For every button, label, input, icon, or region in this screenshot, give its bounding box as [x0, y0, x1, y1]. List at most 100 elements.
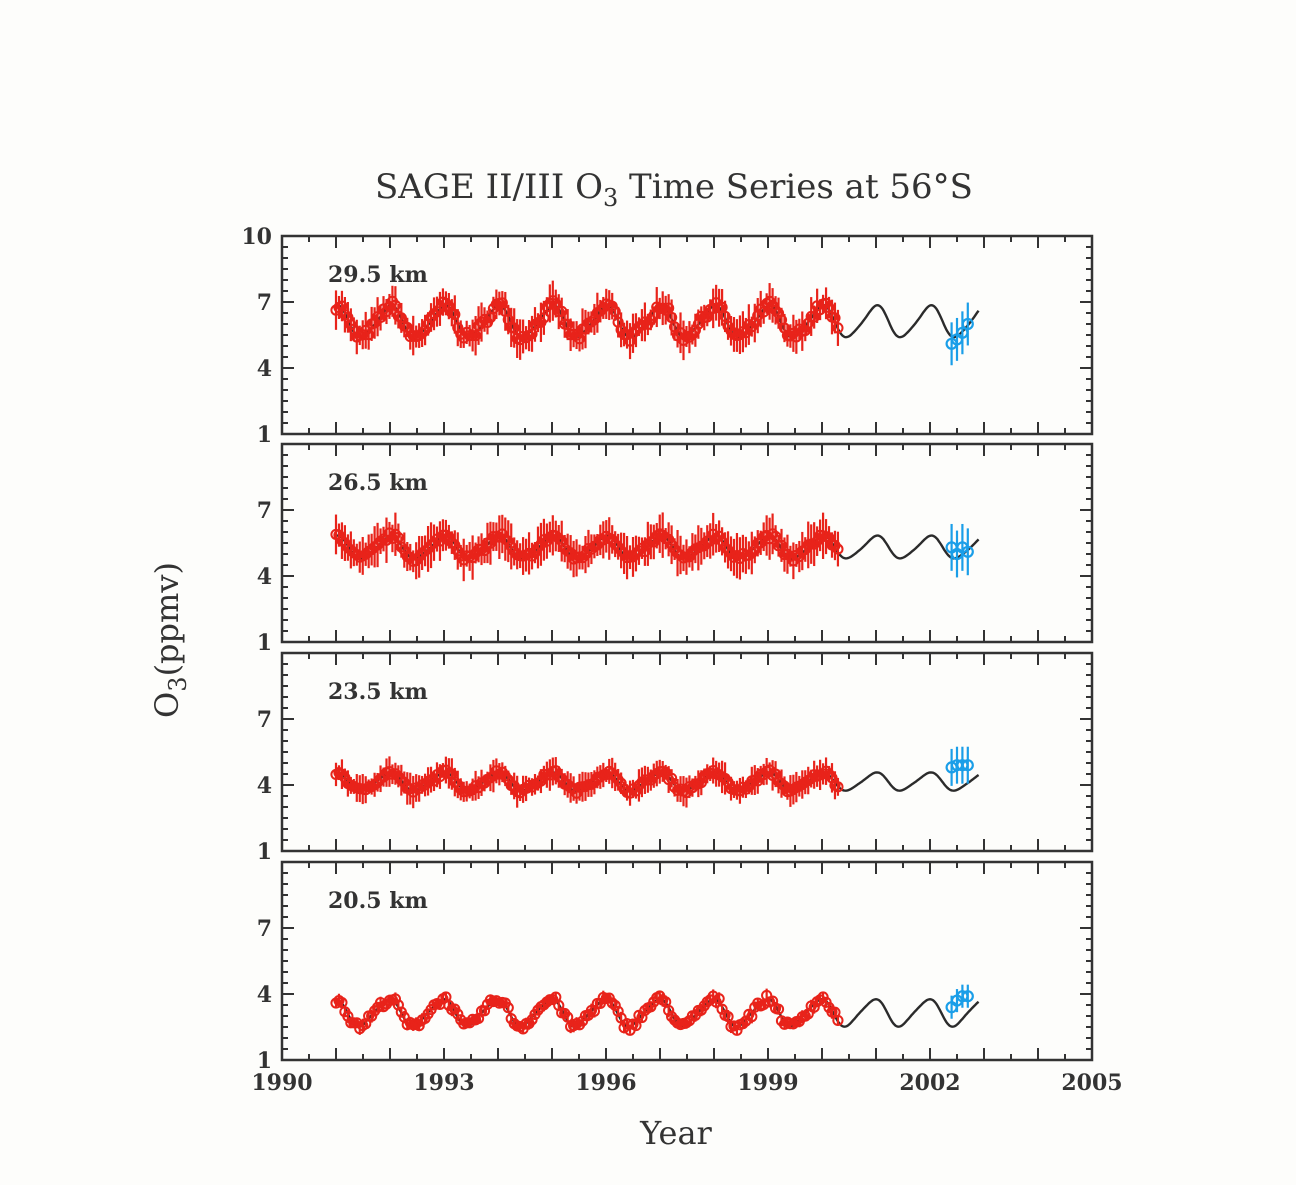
sage2-point: [633, 545, 645, 557]
sage2-point: [383, 527, 396, 539]
sage2-point: [766, 528, 779, 540]
sage2-point: [823, 301, 835, 314]
sage2-point: [769, 530, 782, 543]
panel-label: 29.5 km: [328, 262, 428, 288]
sage2-point: [829, 312, 841, 324]
sage2-point: [695, 777, 707, 789]
sage2-point: [630, 785, 642, 797]
sage2-point: [743, 1008, 755, 1020]
sage2-point: [573, 333, 586, 345]
sage2-point: [419, 324, 431, 336]
sage2-point: [615, 544, 627, 557]
sage2-point: [339, 772, 351, 784]
sage2-point: [793, 550, 805, 563]
panel-label: 23.5 km: [328, 679, 428, 705]
sage2-point: [469, 330, 482, 342]
sage2-point: [704, 535, 716, 547]
y-tick-label: 4: [257, 564, 272, 590]
sage2-point: [832, 543, 844, 555]
x-tick-label: 2002: [899, 1070, 960, 1096]
sage2-point: [377, 1001, 390, 1013]
x-tick-label: 1996: [575, 1070, 636, 1096]
sage2-point: [449, 308, 461, 321]
y-axis-label: O3(ppmv): [148, 562, 192, 718]
sage2-point: [490, 765, 502, 777]
sage2-point: [392, 531, 404, 544]
sage2-point: [716, 1003, 728, 1015]
sage2-point: [413, 329, 425, 342]
sage2-point: [609, 305, 621, 318]
sage2-point: [772, 1003, 785, 1015]
sage2-point: [746, 1011, 758, 1023]
sage2-point: [520, 782, 532, 795]
sage2-point: [633, 779, 645, 792]
y-tick-label: 4: [257, 982, 272, 1008]
sage2-point: [808, 1001, 820, 1013]
sage2-point: [360, 784, 372, 796]
sage2-point: [743, 549, 755, 561]
sage2-point: [398, 776, 410, 789]
sage2-point: [579, 323, 592, 335]
sage2-point: [570, 787, 583, 799]
sage2-point: [336, 535, 348, 547]
y-tick-label: 1: [257, 422, 272, 448]
sage2-point: [556, 305, 568, 317]
sage2-point: [395, 774, 407, 786]
sage2-point: [707, 990, 719, 1002]
x-tick-label: 2005: [1061, 1070, 1122, 1096]
sage2-point: [547, 993, 559, 1006]
sage2-point: [734, 329, 746, 341]
sage2-point: [547, 295, 559, 307]
sage2-point: [440, 297, 452, 309]
sage2-point: [787, 783, 799, 796]
sage2-point: [749, 544, 761, 556]
sage2-point: [769, 304, 782, 316]
sage2-point: [814, 994, 826, 1006]
sage2-point: [784, 330, 797, 342]
x-tick-label: 1999: [737, 1070, 798, 1096]
sage2-point: [594, 305, 606, 317]
sage2-point: [526, 328, 538, 340]
sage2-point: [615, 1012, 627, 1024]
sage2-point: [683, 331, 696, 343]
sage2-point: [562, 1011, 574, 1023]
sage2-point: [668, 781, 681, 793]
sage2-point: [663, 533, 675, 545]
sage2-point: [820, 765, 832, 777]
sage2-point: [755, 537, 767, 549]
sage2-point: [621, 328, 633, 341]
sage2-point: [609, 771, 621, 783]
sage2-point: [452, 322, 464, 334]
panel-3: 1 4 7 23.5 km: [257, 651, 1094, 865]
sage2-point: [648, 536, 660, 548]
sage3-point: [961, 759, 974, 772]
sage2-point: [422, 318, 434, 330]
sage2-point: [630, 1019, 642, 1032]
sage2-point: [743, 780, 755, 793]
sage2-point: [333, 529, 345, 541]
sage2-point: [475, 316, 488, 328]
sage2-point: [737, 1018, 749, 1030]
y-tick-label: 4: [257, 356, 272, 382]
sage2-point: [752, 775, 764, 787]
sage2-point: [363, 329, 375, 341]
sage2-point: [556, 773, 568, 785]
sage2-point: [832, 781, 844, 793]
sage2-point: [550, 765, 562, 777]
sage2-point: [389, 993, 401, 1005]
sage2-point: [377, 303, 390, 315]
sage2-point: [538, 312, 550, 324]
sage2-point: [775, 778, 788, 790]
sage2-point: [434, 535, 446, 547]
sage3-point: [961, 545, 974, 558]
sage2-point: [752, 997, 764, 1009]
sage2-point: [808, 538, 820, 550]
sage2-point: [636, 319, 648, 331]
y-tick-label: 7: [257, 290, 272, 316]
sage2-point: [452, 1008, 464, 1020]
sage2-point: [395, 541, 407, 553]
sage2-point: [609, 999, 621, 1012]
sage2-point: [713, 993, 725, 1005]
sage2-point: [576, 552, 589, 564]
